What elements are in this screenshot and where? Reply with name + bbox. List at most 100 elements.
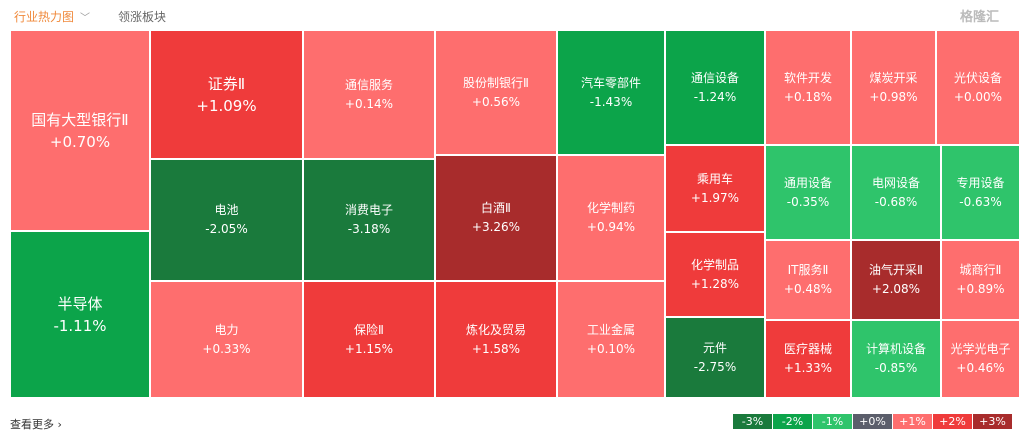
- heatmap-cell[interactable]: 国有大型银行Ⅱ +0.70%: [10, 30, 150, 231]
- legend-minus-1: -1%: [813, 414, 852, 429]
- heatmap-cell[interactable]: 元件 -2.75%: [665, 317, 765, 398]
- heatmap-cell[interactable]: 通信设备 -1.24%: [665, 30, 765, 145]
- heatmap-cell[interactable]: 医疗器械 +1.33%: [765, 320, 851, 398]
- sector-name: 乘用车: [696, 171, 733, 186]
- heatmap-cell[interactable]: 保险Ⅱ +1.15%: [303, 281, 435, 398]
- sector-name: 城商行Ⅱ: [959, 263, 1002, 277]
- sector-name: 元件: [702, 340, 727, 355]
- sector-change: +0.48%: [783, 282, 833, 296]
- sector-name: 保险Ⅱ: [354, 322, 384, 337]
- heatmap-cell[interactable]: 工业金属 +0.10%: [557, 281, 665, 398]
- sector-change: +0.94%: [586, 220, 636, 234]
- sector-change: -0.68%: [874, 194, 918, 209]
- legend-plus-2: +2%: [933, 414, 972, 429]
- heatmap-cell[interactable]: 通信服务 +0.14%: [303, 30, 435, 159]
- sector-name: 炼化及贸易: [465, 322, 526, 337]
- heatmap-cell[interactable]: 电网设备 -0.68%: [851, 145, 941, 240]
- sector-name: 消费电子: [344, 203, 393, 217]
- heatmap-cell[interactable]: 汽车零部件 -1.43%: [557, 30, 665, 155]
- sector-change: -0.63%: [959, 194, 1002, 209]
- sector-name: 白酒Ⅱ: [481, 201, 511, 215]
- sector-name: 通用设备: [783, 175, 832, 190]
- sector-change: -1.11%: [53, 316, 107, 335]
- heatmap-cell[interactable]: 化学制药 +0.94%: [557, 155, 665, 281]
- legend-plus-1: +1%: [893, 414, 932, 429]
- sector-change: +1.15%: [344, 341, 394, 356]
- sector-name: 证券Ⅱ: [207, 74, 246, 93]
- heatmap-cell[interactable]: 白酒Ⅱ +3.26%: [435, 155, 557, 281]
- heatmap-cell[interactable]: 计算机设备 -0.85%: [851, 320, 941, 398]
- sector-change: +0.46%: [956, 361, 1005, 375]
- sector-change: +0.10%: [586, 341, 636, 356]
- sector-name: 软件开发: [783, 70, 832, 85]
- sector-name: 半导体: [57, 294, 103, 313]
- chevron-down-icon: ﹀: [80, 13, 91, 24]
- sector-change: -1.43%: [589, 94, 633, 109]
- heatmap-cell[interactable]: 煤炭开采 +0.98%: [851, 30, 936, 145]
- sector-change: +0.89%: [956, 282, 1005, 296]
- sector-change: +0.18%: [783, 89, 833, 104]
- sector-name: 化学制品: [690, 257, 739, 272]
- sector-name: 专用设备: [956, 175, 1005, 190]
- heatmap-cell[interactable]: 城商行Ⅱ +0.89%: [941, 240, 1020, 320]
- sector-change: -1.24%: [693, 89, 737, 104]
- heatmap-cell[interactable]: 消费电子 -3.18%: [303, 159, 435, 281]
- tab-industry-heatmap[interactable]: 行业热力图 ﹀: [14, 8, 90, 25]
- heatmap-cell[interactable]: 电力 +0.33%: [150, 281, 303, 398]
- heatmap-cell[interactable]: 专用设备 -0.63%: [941, 145, 1020, 240]
- sector-change: +2.08%: [871, 282, 921, 296]
- sector-change: -0.85%: [874, 361, 918, 375]
- heatmap-cell[interactable]: 乘用车 +1.97%: [665, 145, 765, 232]
- sector-name: IT服务Ⅱ: [787, 263, 829, 277]
- sector-name: 国有大型银行Ⅱ: [31, 110, 129, 129]
- heatmap-cell[interactable]: IT服务Ⅱ +0.48%: [765, 240, 851, 320]
- sector-change: +0.98%: [869, 89, 918, 104]
- tab-leading-sectors[interactable]: 领涨板块: [118, 10, 167, 24]
- sector-change: -0.35%: [786, 194, 830, 209]
- sector-change: +1.58%: [471, 341, 521, 356]
- industry-heatmap: 国有大型银行Ⅱ +0.70% 半导体 -1.11% 证券Ⅱ +1.09% 电池 -2.05% 电…: [10, 30, 1020, 398]
- sector-change: +1.09%: [196, 96, 257, 115]
- sector-name: 汽车零部件: [580, 75, 641, 90]
- sector-change: +0.00%: [953, 89, 1003, 104]
- heatmap-cell[interactable]: 半导体 -1.11%: [10, 231, 150, 398]
- sector-name: 计算机设备: [865, 342, 926, 356]
- sector-name: 油气开采Ⅱ: [869, 263, 923, 277]
- sector-name: 通信服务: [344, 77, 393, 92]
- heatmap-cell[interactable]: 光学光电子 +0.46%: [941, 320, 1020, 398]
- watermark-logo: 格隆汇: [960, 10, 1000, 25]
- sector-change: -2.75%: [693, 359, 737, 374]
- sector-name: 光伏设备: [953, 70, 1002, 85]
- sector-name: 通信设备: [690, 70, 739, 85]
- sector-change: +0.70%: [49, 132, 111, 151]
- legend-zero: +0%: [853, 414, 892, 429]
- sector-change: +0.14%: [344, 96, 394, 111]
- sector-name: 煤炭开采: [869, 70, 918, 85]
- sector-change: -2.05%: [205, 222, 248, 236]
- sector-change: -3.18%: [347, 222, 391, 236]
- sector-name: 医疗器械: [783, 342, 832, 356]
- heatmap-cell[interactable]: 化学制品 +1.28%: [665, 232, 765, 317]
- heatmap-cell[interactable]: 证券Ⅱ +1.09%: [150, 30, 303, 159]
- tab-label: 行业热力图: [14, 10, 75, 24]
- heatmap-cell[interactable]: 软件开发 +0.18%: [765, 30, 851, 145]
- sector-name: 股份制银行Ⅱ: [463, 75, 529, 90]
- sector-name: 电力: [214, 322, 239, 337]
- sector-change: +0.56%: [471, 94, 521, 109]
- legend-minus-3: -3%: [733, 414, 772, 429]
- heatmap-cell[interactable]: 电池 -2.05%: [150, 159, 303, 281]
- sector-change: +1.33%: [783, 361, 833, 375]
- heatmap-cell[interactable]: 光伏设备 +0.00%: [936, 30, 1020, 145]
- sector-change: +1.97%: [690, 190, 740, 205]
- sector-name: 光学光电子: [950, 342, 1011, 356]
- heatmap-cell[interactable]: 股份制银行Ⅱ +0.56%: [435, 30, 557, 155]
- legend-minus-2: -2%: [773, 414, 812, 429]
- heatmap-cell[interactable]: 通用设备 -0.35%: [765, 145, 851, 240]
- color-legend: -3% -2% -1% +0% +1% +2% +3%: [733, 414, 1013, 429]
- view-more-link[interactable]: 查看更多 ›: [10, 418, 62, 431]
- heatmap-cell[interactable]: 油气开采Ⅱ +2.08%: [851, 240, 941, 320]
- sector-change: +1.28%: [690, 276, 740, 291]
- sector-name: 电池: [214, 203, 239, 217]
- sector-change: +3.26%: [471, 220, 521, 234]
- heatmap-cell[interactable]: 炼化及贸易 +1.58%: [435, 281, 557, 398]
